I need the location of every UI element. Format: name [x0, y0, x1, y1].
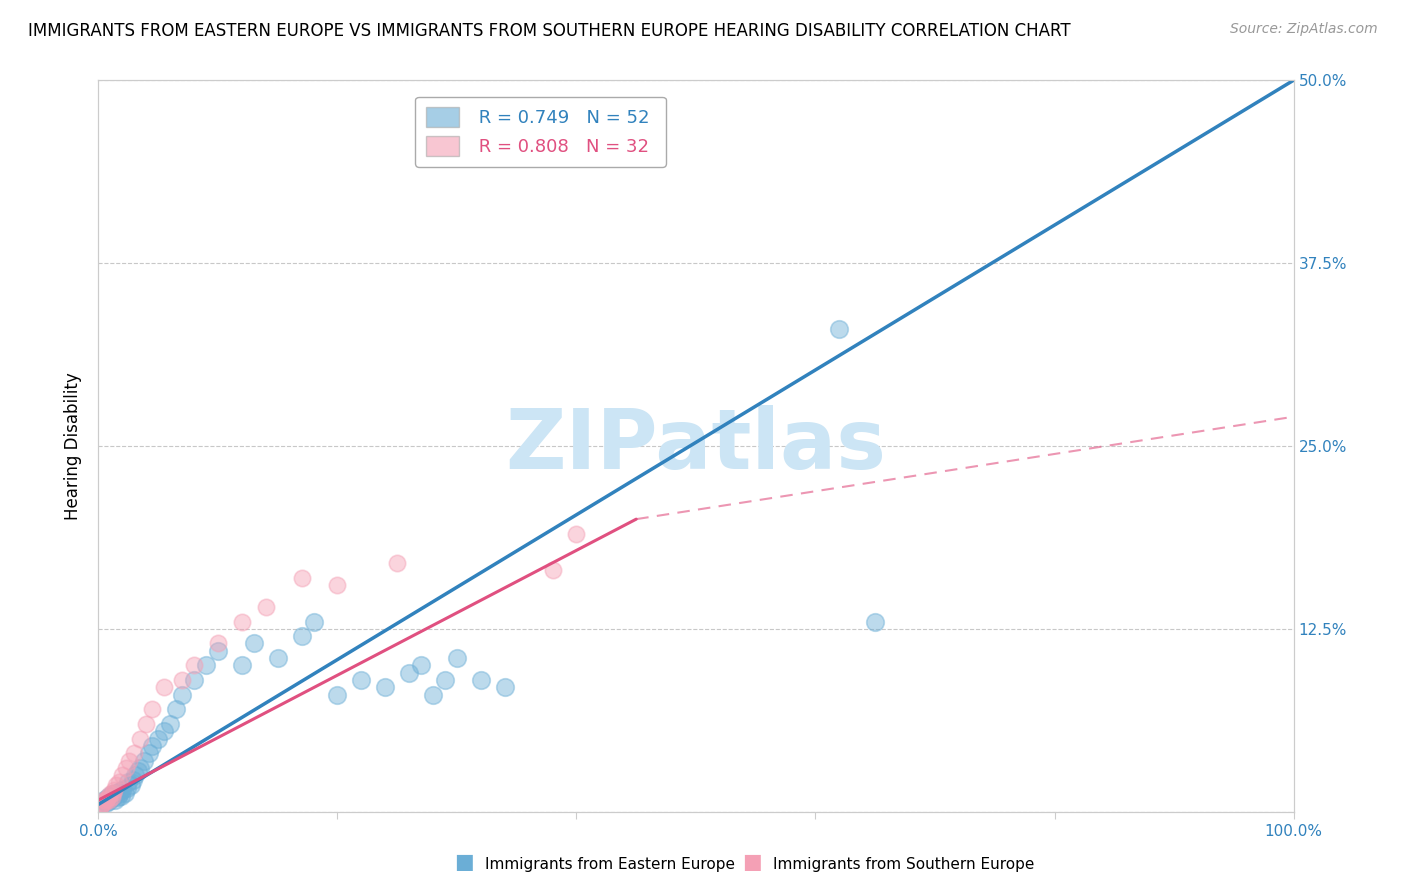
Point [94, 796, 117, 810]
Point [385, 556, 409, 570]
Point [101, 790, 124, 805]
Point [183, 658, 205, 673]
Text: ZIPatlas: ZIPatlas [506, 406, 886, 486]
Point [153, 724, 176, 739]
Point [422, 688, 444, 702]
Point [129, 761, 152, 775]
Point [107, 775, 129, 789]
Point [494, 681, 516, 695]
Point [111, 782, 134, 797]
Text: IMMIGRANTS FROM EASTERN EUROPE VS IMMIGRANTS FROM SOUTHERN EUROPE HEARING DISABI: IMMIGRANTS FROM EASTERN EUROPE VS IMMIGR… [28, 22, 1071, 40]
Point [183, 673, 205, 687]
Point [105, 778, 128, 792]
Point [132, 754, 155, 768]
Point [103, 789, 125, 803]
Point [172, 673, 194, 687]
Point [291, 571, 314, 585]
Point [326, 688, 349, 702]
Point [148, 731, 170, 746]
Point [115, 781, 138, 796]
Point [350, 673, 373, 687]
Point [107, 787, 129, 801]
Text: Source: ZipAtlas.com: Source: ZipAtlas.com [1230, 22, 1378, 37]
Point [98, 787, 122, 801]
Y-axis label: Hearing Disability: Hearing Disability [65, 372, 83, 520]
Point [91, 796, 114, 810]
Point [411, 658, 433, 673]
Text: Immigrants from Southern Europe: Immigrants from Southern Europe [773, 857, 1035, 872]
Point [97, 790, 120, 805]
Point [138, 746, 160, 760]
Point [118, 754, 141, 768]
Point [93, 793, 115, 807]
Point [865, 615, 887, 629]
Point [159, 717, 181, 731]
Point [100, 787, 122, 801]
Point [115, 761, 138, 775]
Point [165, 702, 187, 716]
Point [90, 798, 112, 813]
Point [153, 681, 176, 695]
Point [124, 746, 146, 760]
Point [120, 778, 142, 792]
Point [100, 790, 122, 805]
Point [105, 786, 128, 800]
Point [117, 775, 139, 789]
Point [231, 615, 253, 629]
Point [122, 772, 145, 787]
Point [398, 665, 420, 680]
Point [231, 658, 253, 673]
Point [107, 790, 129, 805]
Point [98, 793, 121, 807]
Point [91, 797, 114, 812]
Point [326, 578, 349, 592]
Point [96, 791, 118, 805]
Point [541, 563, 564, 577]
Text: ■: ■ [454, 853, 474, 872]
Point [129, 731, 152, 746]
Point [302, 615, 325, 629]
Legend:  R = 0.749   N = 52 ,  R = 0.808   N = 32 : R = 0.749 N = 52 , R = 0.808 N = 32 [415, 96, 666, 167]
Point [91, 797, 114, 812]
Point [111, 768, 134, 782]
Point [207, 644, 229, 658]
Point [104, 793, 127, 807]
Point [124, 768, 146, 782]
Point [141, 739, 163, 753]
Point [243, 636, 266, 650]
Point [207, 636, 229, 650]
Point [98, 795, 121, 809]
Text: ■: ■ [742, 853, 762, 872]
Point [114, 786, 136, 800]
Point [470, 673, 492, 687]
Point [97, 790, 120, 805]
Point [101, 786, 124, 800]
Point [291, 629, 314, 643]
Point [446, 651, 468, 665]
Point [172, 688, 194, 702]
Point [108, 784, 131, 798]
Point [98, 791, 122, 805]
Point [127, 764, 149, 778]
Point [254, 599, 277, 614]
Point [135, 717, 157, 731]
Point [103, 782, 125, 797]
Point [110, 789, 132, 803]
Point [374, 681, 396, 695]
Point [141, 702, 163, 716]
Point [267, 651, 290, 665]
Point [434, 673, 457, 687]
Point [93, 793, 115, 807]
Text: Immigrants from Eastern Europe: Immigrants from Eastern Europe [485, 857, 735, 872]
Point [565, 526, 588, 541]
Point [195, 658, 218, 673]
Point [828, 322, 851, 336]
Point [94, 795, 117, 809]
